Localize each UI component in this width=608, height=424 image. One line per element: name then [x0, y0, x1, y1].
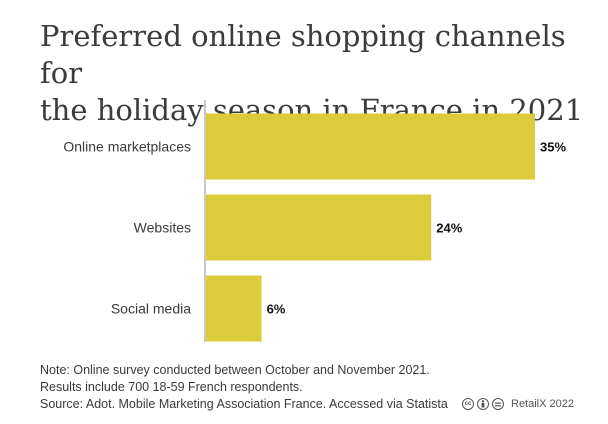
bar-3 — [205, 275, 262, 342]
bar-2 — [205, 194, 432, 261]
value-label-3: 6% — [267, 302, 286, 317]
category-label-2: Websites — [134, 220, 191, 236]
nd-icon — [492, 398, 504, 410]
brand-name: RetailX 2022 — [511, 398, 574, 410]
note-respondents: Results include 700 18-59 French respond… — [40, 380, 303, 394]
cc-icon: cc — [462, 398, 474, 410]
brand-footer: cc RetailX 2022 — [462, 398, 574, 410]
category-label-3: Social media — [111, 301, 191, 317]
value-label-1: 35% — [540, 140, 566, 155]
chart-notes: Note: Online survey conducted between Oc… — [40, 362, 470, 413]
by-icon — [477, 398, 489, 410]
category-label-1: Online marketplaces — [63, 139, 191, 155]
note-source: Source: Adot. Mobile Marketing Associati… — [40, 397, 448, 411]
chart-title-line-1: Preferred online shopping channels for — [40, 19, 566, 90]
bar-1 — [205, 113, 535, 180]
cc-icon-text: cc — [464, 401, 472, 407]
value-label-2: 24% — [436, 221, 462, 236]
note-survey: Note: Online survey conducted between Oc… — [40, 363, 430, 377]
